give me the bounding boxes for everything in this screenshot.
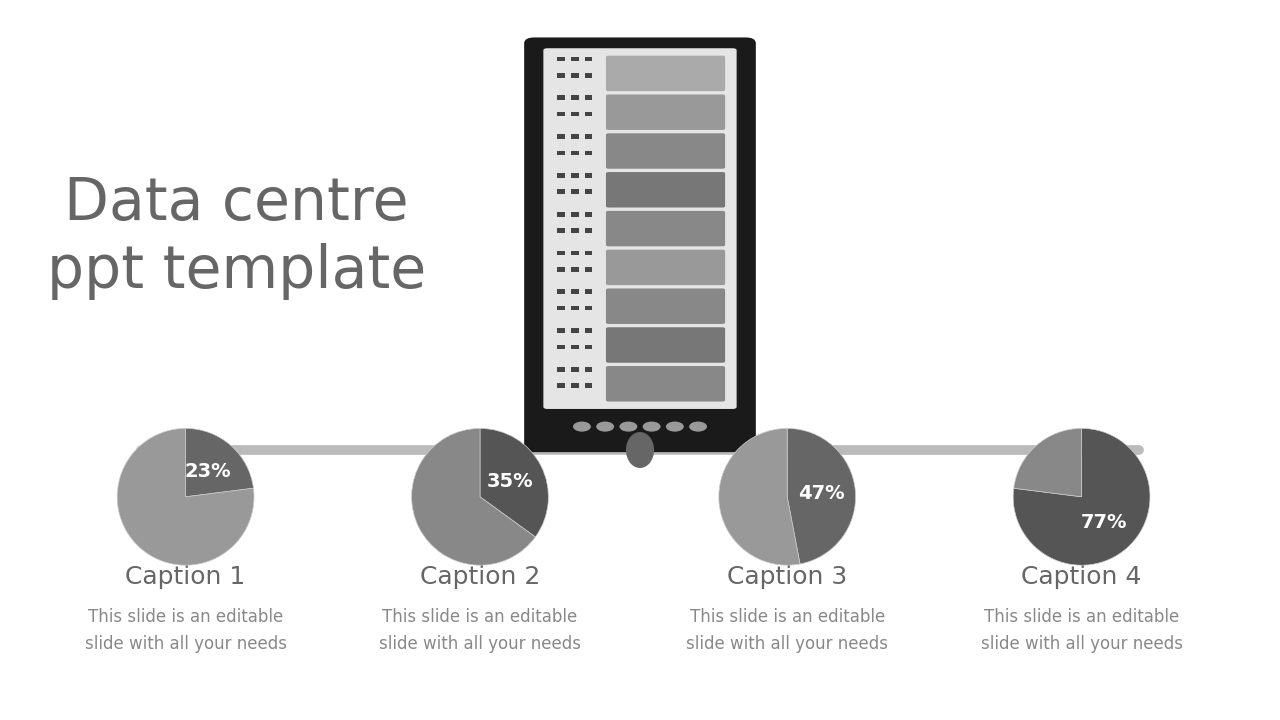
Bar: [571, 289, 579, 294]
Bar: [585, 212, 593, 217]
Text: This slide is an editable
slide with all your needs: This slide is an editable slide with all…: [980, 608, 1183, 653]
Wedge shape: [186, 428, 253, 497]
Circle shape: [620, 421, 637, 431]
Bar: [571, 150, 579, 156]
Text: This slide is an editable
slide with all your needs: This slide is an editable slide with all…: [84, 608, 287, 653]
Bar: [585, 135, 593, 139]
FancyBboxPatch shape: [605, 55, 724, 91]
Ellipse shape: [626, 432, 654, 468]
Bar: [571, 306, 579, 310]
Text: 23%: 23%: [184, 462, 232, 481]
Bar: [558, 306, 564, 310]
Bar: [571, 383, 579, 388]
Bar: [571, 212, 579, 217]
Bar: [585, 112, 593, 117]
Bar: [558, 73, 564, 78]
Circle shape: [596, 421, 614, 431]
Bar: [558, 289, 564, 294]
FancyBboxPatch shape: [605, 328, 724, 363]
Bar: [585, 267, 593, 271]
Wedge shape: [1014, 428, 1082, 497]
Bar: [585, 367, 593, 372]
FancyBboxPatch shape: [544, 48, 737, 409]
Bar: [571, 251, 579, 256]
FancyBboxPatch shape: [525, 37, 755, 452]
Bar: [585, 228, 593, 233]
Text: Caption 3: Caption 3: [727, 565, 847, 589]
Text: Caption 2: Caption 2: [420, 565, 540, 589]
Bar: [558, 57, 564, 61]
Wedge shape: [118, 428, 253, 565]
Bar: [585, 328, 593, 333]
Bar: [585, 383, 593, 388]
Bar: [585, 306, 593, 310]
Wedge shape: [412, 428, 535, 565]
Text: 77%: 77%: [1082, 513, 1128, 532]
FancyBboxPatch shape: [605, 250, 724, 285]
Text: This slide is an editable
slide with all your needs: This slide is an editable slide with all…: [379, 608, 581, 653]
Bar: [585, 96, 593, 100]
Bar: [571, 112, 579, 117]
Bar: [571, 57, 579, 61]
Bar: [585, 251, 593, 256]
Text: 35%: 35%: [488, 472, 534, 491]
Wedge shape: [719, 428, 800, 565]
Circle shape: [689, 421, 707, 431]
Bar: [585, 150, 593, 156]
Bar: [585, 73, 593, 78]
FancyBboxPatch shape: [605, 133, 724, 168]
Bar: [558, 112, 564, 117]
Bar: [585, 289, 593, 294]
Text: Caption 1: Caption 1: [125, 565, 246, 589]
Bar: [558, 267, 564, 271]
Bar: [571, 328, 579, 333]
Bar: [558, 367, 564, 372]
FancyBboxPatch shape: [605, 289, 724, 324]
Bar: [571, 189, 579, 194]
Text: 47%: 47%: [797, 484, 845, 503]
Bar: [571, 345, 579, 349]
Circle shape: [643, 421, 660, 431]
Bar: [558, 251, 564, 256]
Text: Caption 4: Caption 4: [1021, 565, 1142, 589]
Bar: [558, 96, 564, 100]
Bar: [571, 96, 579, 100]
Wedge shape: [480, 428, 548, 537]
FancyBboxPatch shape: [605, 366, 724, 402]
Bar: [558, 345, 564, 349]
Text: Data centre
ppt template: Data centre ppt template: [47, 175, 426, 300]
FancyBboxPatch shape: [605, 172, 724, 207]
Bar: [585, 189, 593, 194]
Bar: [571, 73, 579, 78]
Bar: [571, 228, 579, 233]
Bar: [558, 189, 564, 194]
Bar: [558, 212, 564, 217]
Circle shape: [666, 421, 684, 431]
Bar: [558, 383, 564, 388]
Bar: [571, 267, 579, 271]
Circle shape: [573, 421, 591, 431]
Bar: [558, 328, 564, 333]
Bar: [571, 135, 579, 139]
Bar: [558, 228, 564, 233]
Bar: [558, 173, 564, 178]
Bar: [558, 150, 564, 156]
Bar: [571, 173, 579, 178]
Text: This slide is an editable
slide with all your needs: This slide is an editable slide with all…: [686, 608, 888, 653]
Bar: [558, 135, 564, 139]
Bar: [585, 173, 593, 178]
FancyBboxPatch shape: [605, 94, 724, 130]
Bar: [571, 367, 579, 372]
Bar: [585, 57, 593, 61]
Bar: [585, 345, 593, 349]
Wedge shape: [1014, 428, 1149, 565]
Wedge shape: [787, 428, 855, 564]
FancyBboxPatch shape: [605, 211, 724, 246]
